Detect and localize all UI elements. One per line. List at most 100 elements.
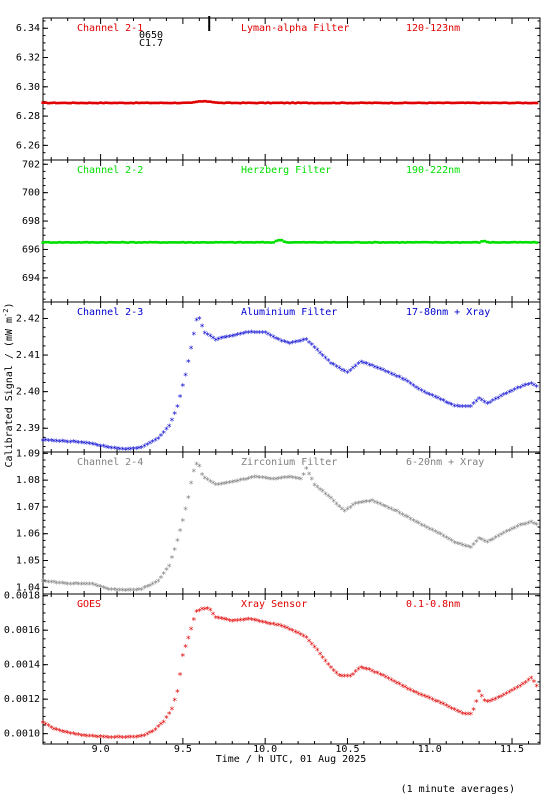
data-point [307, 101, 311, 105]
data-point: * [520, 681, 525, 691]
data-point [318, 241, 322, 244]
data-point: * [271, 621, 276, 631]
data-point: * [468, 403, 473, 413]
data-point [88, 241, 92, 244]
data-point: * [73, 581, 78, 591]
data-point [63, 101, 67, 105]
data-point: * [186, 635, 191, 645]
data-series: ****************************************… [40, 606, 539, 745]
data-point: * [282, 474, 287, 484]
data-point: * [235, 478, 240, 488]
data-point: * [457, 403, 462, 413]
y-tick-label: 1.07 [16, 502, 40, 513]
panel-label: 0.1-0.8nm [406, 599, 460, 610]
y-tick-label: 2.42 [16, 313, 40, 324]
data-point: * [515, 385, 520, 395]
data-point: * [112, 734, 117, 744]
panel-label: 190-222nm [406, 165, 460, 176]
data-point: * [301, 337, 306, 347]
panel-label: 120-123nm [406, 23, 460, 34]
data-point: * [430, 697, 435, 707]
data-point [107, 101, 111, 105]
data-point [315, 101, 319, 105]
data-point: * [142, 585, 147, 595]
data-point [131, 240, 136, 244]
data-point [55, 241, 59, 244]
data-point [44, 240, 48, 244]
data-point: * [460, 403, 465, 413]
data-point: * [59, 728, 64, 738]
data-point: * [452, 539, 457, 549]
data-point: * [342, 673, 347, 683]
data-point [68, 241, 73, 244]
data-point: * [139, 444, 144, 454]
data-point [362, 241, 366, 244]
data-point: * [523, 679, 528, 689]
data-point: * [380, 673, 385, 683]
data-point [145, 241, 149, 244]
data-point [115, 241, 119, 244]
data-point [472, 101, 476, 105]
data-point: * [205, 606, 210, 616]
data-point: * [84, 733, 89, 743]
data-point [439, 101, 443, 105]
data-point: * [460, 542, 465, 552]
data-point: * [435, 699, 440, 709]
data-point: * [449, 705, 454, 715]
data-point: * [136, 445, 141, 455]
data-point: * [213, 615, 218, 625]
data-point: * [309, 476, 314, 486]
data-point: * [243, 617, 248, 627]
data-point: * [452, 403, 457, 413]
data-point [417, 101, 421, 105]
data-point [397, 241, 402, 244]
data-point [252, 241, 256, 244]
data-point: * [227, 617, 232, 627]
data-point [98, 241, 103, 244]
data-point [395, 101, 399, 105]
data-point: * [441, 398, 446, 408]
data-point: * [188, 345, 193, 355]
data-point [348, 241, 352, 244]
data-point [216, 101, 221, 105]
data-point: * [479, 693, 484, 703]
data-point: * [169, 706, 174, 716]
data-point: * [487, 399, 492, 409]
data-point: * [142, 443, 147, 453]
data-point: * [216, 615, 221, 625]
data-point [46, 240, 51, 244]
data-point: * [106, 734, 111, 744]
data-point: * [191, 468, 196, 478]
data-point [120, 240, 125, 244]
data-point: * [59, 438, 64, 448]
data-point [315, 241, 319, 244]
data-point [181, 240, 185, 244]
data-point [129, 101, 133, 105]
data-point: * [482, 399, 487, 409]
data-point: * [306, 339, 311, 349]
data-point: * [180, 653, 185, 663]
data-point [52, 101, 56, 104]
data-point: * [40, 437, 45, 447]
data-point [244, 241, 248, 244]
panel-1: 6.26 6.28 6.30 6.32 6.34 Channel 2-1 Lyman-alp… [16, 17, 541, 161]
data-point: * [76, 581, 81, 591]
data-point: * [298, 476, 303, 486]
data-point: * [369, 498, 374, 508]
data-point: * [443, 702, 448, 712]
data-point: * [84, 440, 89, 450]
data-point [247, 241, 251, 244]
data-point: * [380, 503, 385, 513]
data-point [403, 101, 407, 104]
data-point [430, 101, 435, 105]
data-point [422, 101, 426, 105]
data-point: * [232, 479, 237, 489]
data-point: * [345, 370, 350, 380]
data-point [222, 241, 226, 244]
data-point: * [271, 476, 276, 486]
data-point [458, 101, 462, 105]
data-point: * [180, 517, 185, 527]
data-point [274, 239, 278, 243]
data-point [502, 101, 506, 105]
